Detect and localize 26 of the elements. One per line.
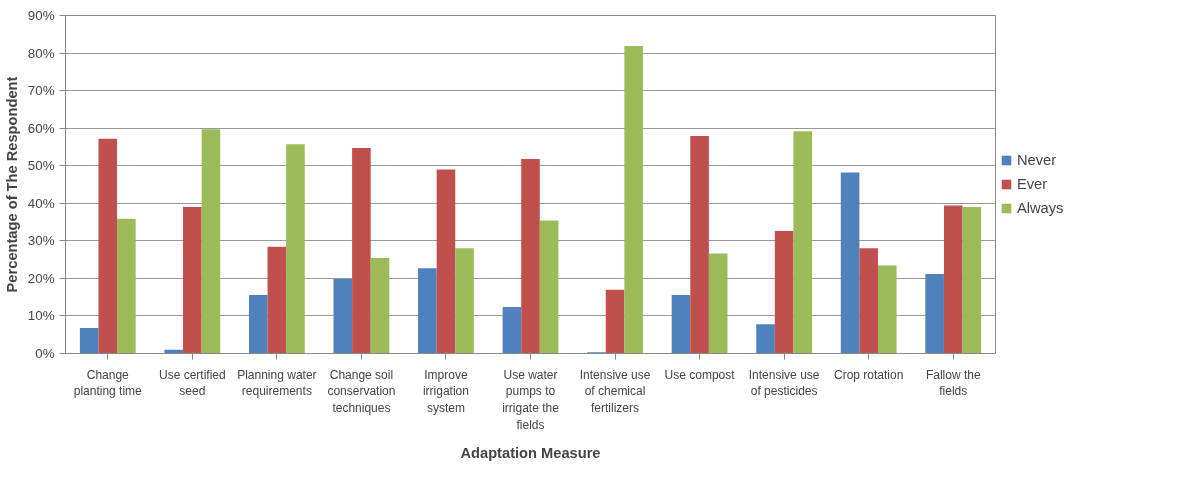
x-tick-label: Crop rotation <box>834 367 904 382</box>
x-axis-title: Adaptation Measure <box>460 444 601 461</box>
legend-label: Never <box>1017 152 1057 168</box>
y-tick-label: 80% <box>27 45 55 61</box>
y-tick-label: 20% <box>27 270 55 286</box>
y-tick-label: 10% <box>27 308 55 324</box>
y-tick-label: 40% <box>27 195 55 211</box>
x-tick-label: Use certified seed <box>158 367 226 399</box>
x-tick-label: Planning water requirements <box>237 367 317 399</box>
legend-label: Always <box>1017 200 1064 216</box>
x-tick-label: Change soil conservation techniques <box>327 367 396 416</box>
y-tick-label: 70% <box>27 83 55 99</box>
x-tick-label: Intensive use of pesticides <box>748 367 820 399</box>
y-axis-title: Percentage of The Respondent <box>3 76 20 293</box>
y-tick-label: 30% <box>27 233 55 249</box>
x-tick-label: Change planting time <box>73 367 143 399</box>
y-tick-label: 0% <box>35 346 55 361</box>
x-tick-label: Fallow the fields <box>925 367 981 399</box>
x-tick-label: Use compost <box>664 367 736 382</box>
y-tick-label: 90% <box>27 8 55 23</box>
y-tick-label: 50% <box>27 158 55 174</box>
legend-label: Ever <box>1017 176 1048 192</box>
x-tick-label: Intensive use of chemical fertilizers <box>579 367 651 416</box>
y-tick-label: 60% <box>27 120 55 136</box>
x-tick-label: Use water pumps to irrigate the fields <box>502 367 560 432</box>
x-tick-label: Improve irrigation system <box>422 367 469 416</box>
